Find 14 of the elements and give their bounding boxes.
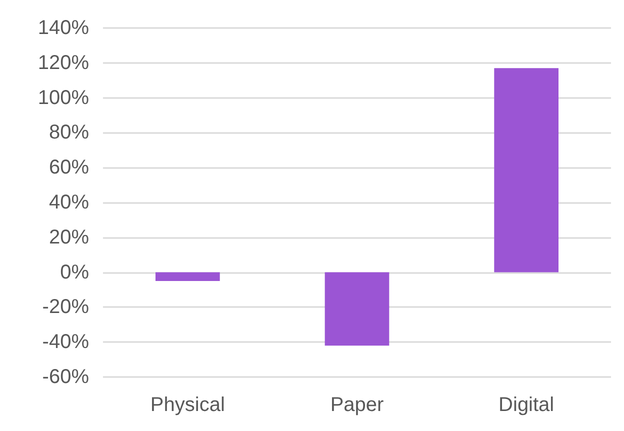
y-tick-label: 140% [38, 17, 90, 39]
y-tick-label: 80% [48, 122, 90, 144]
y-tick-label: 100% [38, 86, 90, 109]
y-tick-label: 40% [48, 192, 90, 214]
y-tick-label: 0% [60, 261, 90, 284]
y-tick-label: -60% [42, 366, 90, 388]
y-tick-label: 60% [48, 156, 90, 179]
x-tick-label: Paper [330, 394, 384, 416]
x-tick-label: Physical [150, 394, 225, 416]
y-tick-label: -20% [42, 296, 90, 318]
y-tick-label: -40% [42, 331, 90, 354]
x-tick-label: Digital [498, 394, 554, 416]
y-tick-label: 20% [48, 226, 90, 248]
y-tick-label: 120% [38, 52, 90, 74]
